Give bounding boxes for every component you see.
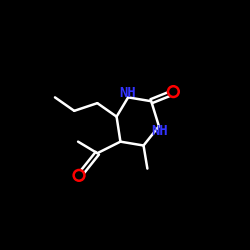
Circle shape xyxy=(74,170,85,181)
Text: NH: NH xyxy=(120,86,136,100)
Circle shape xyxy=(168,86,179,97)
Text: NH: NH xyxy=(152,124,168,138)
